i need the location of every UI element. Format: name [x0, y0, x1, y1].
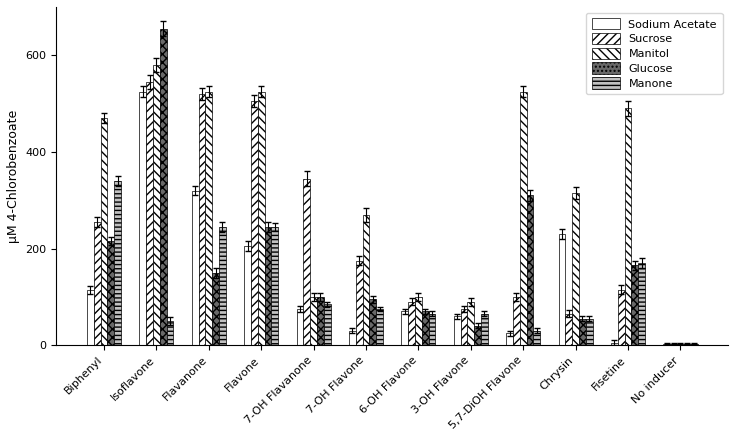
Bar [625, 109, 631, 345]
Y-axis label: μM 4-Chlorobenzoate: μM 4-Chlorobenzoate [7, 110, 20, 243]
Bar [527, 195, 534, 345]
Bar [559, 234, 565, 345]
Bar [586, 319, 592, 345]
Bar [107, 241, 114, 345]
Bar [474, 326, 481, 345]
Bar [101, 118, 107, 345]
Bar [349, 331, 356, 345]
Bar [506, 333, 513, 345]
Bar [691, 344, 698, 345]
Bar [579, 319, 586, 345]
Bar [212, 273, 219, 345]
Bar [461, 309, 467, 345]
Bar [638, 263, 645, 345]
Bar [317, 297, 324, 345]
Bar [153, 65, 159, 345]
Bar [573, 193, 579, 345]
Bar [93, 222, 101, 345]
Bar [304, 179, 310, 345]
Bar [310, 297, 317, 345]
Bar [401, 311, 408, 345]
Bar [422, 311, 429, 345]
Bar [265, 227, 271, 345]
Bar [362, 215, 370, 345]
Bar [376, 309, 383, 345]
Bar [611, 343, 618, 345]
Bar [159, 29, 167, 345]
Bar [534, 331, 540, 345]
Bar [251, 101, 258, 345]
Bar [429, 314, 435, 345]
Bar [146, 82, 153, 345]
Bar [415, 297, 422, 345]
Bar [205, 92, 212, 345]
Bar [670, 344, 677, 345]
Bar [520, 92, 527, 345]
Bar [513, 297, 520, 345]
Bar [219, 227, 226, 345]
Bar [167, 321, 173, 345]
Bar [271, 227, 278, 345]
Bar [370, 299, 376, 345]
Bar [140, 92, 146, 345]
Bar [192, 191, 198, 345]
Bar [618, 290, 625, 345]
Bar [258, 92, 265, 345]
Bar [324, 304, 331, 345]
Bar [467, 302, 474, 345]
Bar [408, 302, 415, 345]
Bar [198, 94, 205, 345]
Bar [565, 314, 573, 345]
Bar [296, 309, 304, 345]
Bar [356, 261, 362, 345]
Bar [631, 265, 638, 345]
Bar [453, 316, 461, 345]
Bar [87, 290, 93, 345]
Bar [244, 246, 251, 345]
Bar [664, 344, 670, 345]
Bar [684, 344, 691, 345]
Legend: Sodium Acetate, Sucrose, Manitol, Glucose, Manone: Sodium Acetate, Sucrose, Manitol, Glucos… [587, 13, 723, 94]
Bar [677, 344, 684, 345]
Bar [481, 314, 488, 345]
Bar [114, 181, 121, 345]
